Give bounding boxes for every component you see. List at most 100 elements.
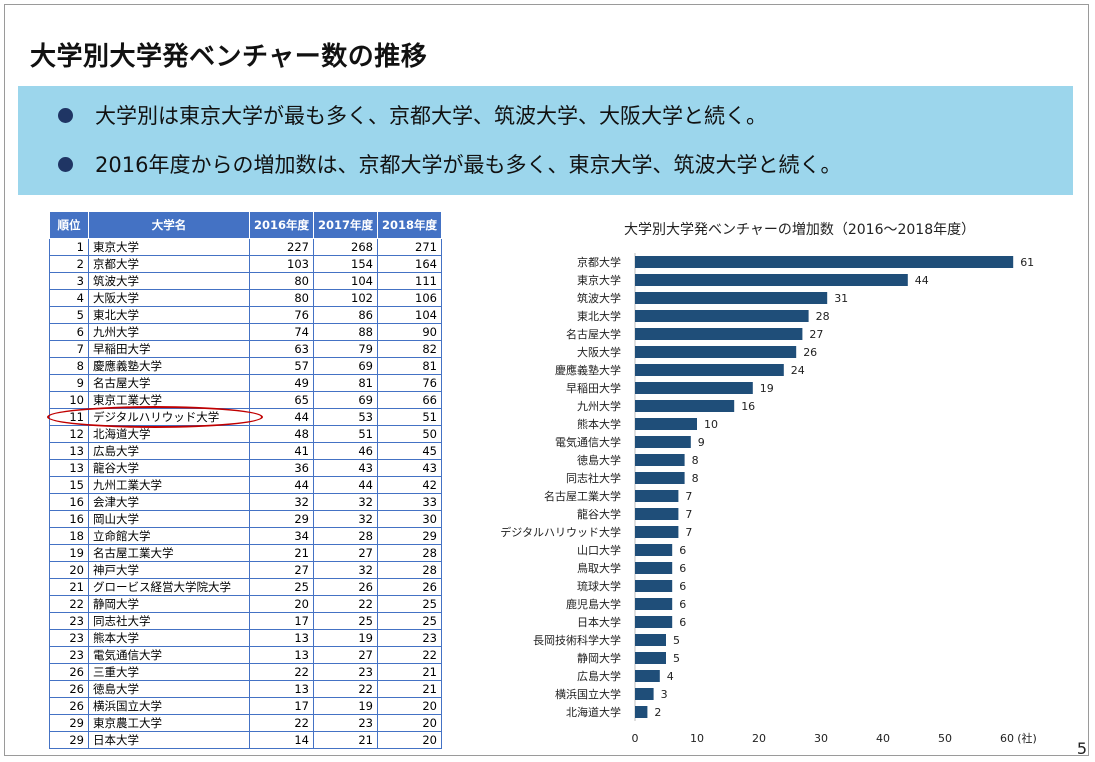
cell-2016: 22 (249, 663, 314, 681)
cell-2016: 63 (249, 340, 314, 358)
bullet-text: 大学別は東京大学が最も多く、京都大学、筑波大学、大阪大学と続く。 (95, 104, 767, 128)
cell-2018: 45 (377, 442, 442, 460)
cell-university: 神戸大学 (88, 561, 250, 579)
cell-university: 慶應義塾大学 (88, 357, 250, 375)
cell-university: 大阪大学 (88, 289, 250, 307)
cell-university: 横浜国立大学 (88, 697, 250, 715)
highlight-ellipse (47, 406, 263, 428)
cell-2018: 25 (377, 612, 442, 630)
cell-2016: 32 (249, 493, 314, 511)
cell-rank: 12 (49, 425, 89, 443)
cell-2017: 79 (313, 340, 378, 358)
cell-rank: 13 (49, 442, 89, 460)
cell-2018: 20 (377, 697, 442, 715)
chart-title: 大学別大学発ベンチャーの増加数（2016～2018年度） (624, 222, 976, 238)
cell-university: 三重大学 (88, 663, 250, 681)
cell-rank: 16 (49, 493, 89, 511)
cell-2018: 29 (377, 527, 442, 545)
cell-university: 九州工業大学 (88, 476, 250, 494)
cell-2018: 33 (377, 493, 442, 511)
cell-rank: 8 (49, 357, 89, 375)
cell-2017: 23 (313, 663, 378, 681)
bullet-dot-icon (58, 107, 73, 123)
table-row: 13 龍谷大学 36 43 43 (49, 459, 442, 477)
cell-rank: 26 (49, 697, 89, 715)
table-row: 16 会津大学 32 32 33 (49, 493, 442, 511)
table-row: 6 九州大学 74 88 90 (49, 323, 442, 341)
cell-2018: 21 (377, 663, 442, 681)
cell-2016: 13 (249, 629, 314, 647)
table-row: 2 京都大学 103 154 164 (49, 255, 442, 273)
cell-rank: 26 (49, 680, 89, 698)
table-row: 9 名古屋大学 49 81 76 (49, 374, 442, 392)
cell-2016: 80 (249, 289, 314, 307)
table-row: 13 広島大学 41 46 45 (49, 442, 442, 460)
cell-2016: 13 (249, 680, 314, 698)
cell-university: 筑波大学 (88, 272, 250, 290)
col-header-university: 大学名 (88, 211, 250, 239)
cell-2018: 26 (377, 578, 442, 596)
cell-university: 岡山大学 (88, 510, 250, 528)
table-row: 3 筑波大学 80 104 111 (49, 272, 442, 290)
cell-2018: 111 (377, 272, 442, 290)
col-header-rank: 順位 (49, 211, 89, 239)
cell-2017: 25 (313, 612, 378, 630)
cell-university: 龍谷大学 (88, 459, 250, 477)
cell-university: 京都大学 (88, 255, 250, 273)
cell-2017: 32 (313, 510, 378, 528)
table-header-row: 順位 大学名 2016年度 2017年度 2018年度 (49, 211, 442, 239)
cell-2018: 22 (377, 646, 442, 664)
cell-2018: 30 (377, 510, 442, 528)
cell-2017: 81 (313, 374, 378, 392)
cell-2018: 20 (377, 714, 442, 732)
cell-2017: 46 (313, 442, 378, 460)
cell-2017: 32 (313, 493, 378, 511)
cell-rank: 10 (49, 391, 89, 409)
cell-rank: 15 (49, 476, 89, 494)
col-header-2018: 2018年度 (377, 211, 442, 239)
cell-rank: 22 (49, 595, 89, 613)
cell-2016: 65 (249, 391, 314, 409)
cell-2018: 43 (377, 459, 442, 477)
cell-2018: 20 (377, 731, 442, 749)
cell-2017: 23 (313, 714, 378, 732)
cell-rank: 5 (49, 306, 89, 324)
cell-university: 名古屋大学 (88, 374, 250, 392)
cell-2016: 227 (249, 238, 314, 256)
cell-2018: 25 (377, 595, 442, 613)
cell-2016: 76 (249, 306, 314, 324)
col-header-2017: 2017年度 (313, 211, 378, 239)
table-row: 8 慶應義塾大学 57 69 81 (49, 357, 442, 375)
cell-university: 東京大学 (88, 238, 250, 256)
cell-2017: 102 (313, 289, 378, 307)
summary-banner: 大学別は東京大学が最も多く、京都大学、筑波大学、大阪大学と続く。 2016年度か… (18, 86, 1073, 195)
table-row: 15 九州工業大学 44 44 42 (49, 476, 442, 494)
cell-2017: 88 (313, 323, 378, 341)
table-row: 22 静岡大学 20 22 25 (49, 595, 442, 613)
cell-2016: 49 (249, 374, 314, 392)
slide-frame (4, 4, 1089, 756)
table-row: 29 東京農工大学 22 23 20 (49, 714, 442, 732)
cell-university: 同志社大学 (88, 612, 250, 630)
cell-rank: 4 (49, 289, 89, 307)
slide-title: 大学別大学発ベンチャー数の推移 (30, 42, 428, 72)
table-row: 4 大阪大学 80 102 106 (49, 289, 442, 307)
cell-rank: 29 (49, 714, 89, 732)
table-row: 21 グロービス経営大学院大学 25 26 26 (49, 578, 442, 596)
cell-rank: 21 (49, 578, 89, 596)
cell-rank: 19 (49, 544, 89, 562)
cell-2017: 69 (313, 391, 378, 409)
table-row: 29 日本大学 14 21 20 (49, 731, 442, 749)
cell-university: 電気通信大学 (88, 646, 250, 664)
cell-2017: 268 (313, 238, 378, 256)
table-row: 10 東京工業大学 65 69 66 (49, 391, 442, 409)
cell-2018: 50 (377, 425, 442, 443)
cell-university: 熊本大学 (88, 629, 250, 647)
cell-2018: 28 (377, 561, 442, 579)
cell-2016: 103 (249, 255, 314, 273)
table-row: 18 立命館大学 34 28 29 (49, 527, 442, 545)
cell-rank: 29 (49, 731, 89, 749)
cell-2017: 69 (313, 357, 378, 375)
cell-2017: 21 (313, 731, 378, 749)
cell-2016: 44 (249, 476, 314, 494)
